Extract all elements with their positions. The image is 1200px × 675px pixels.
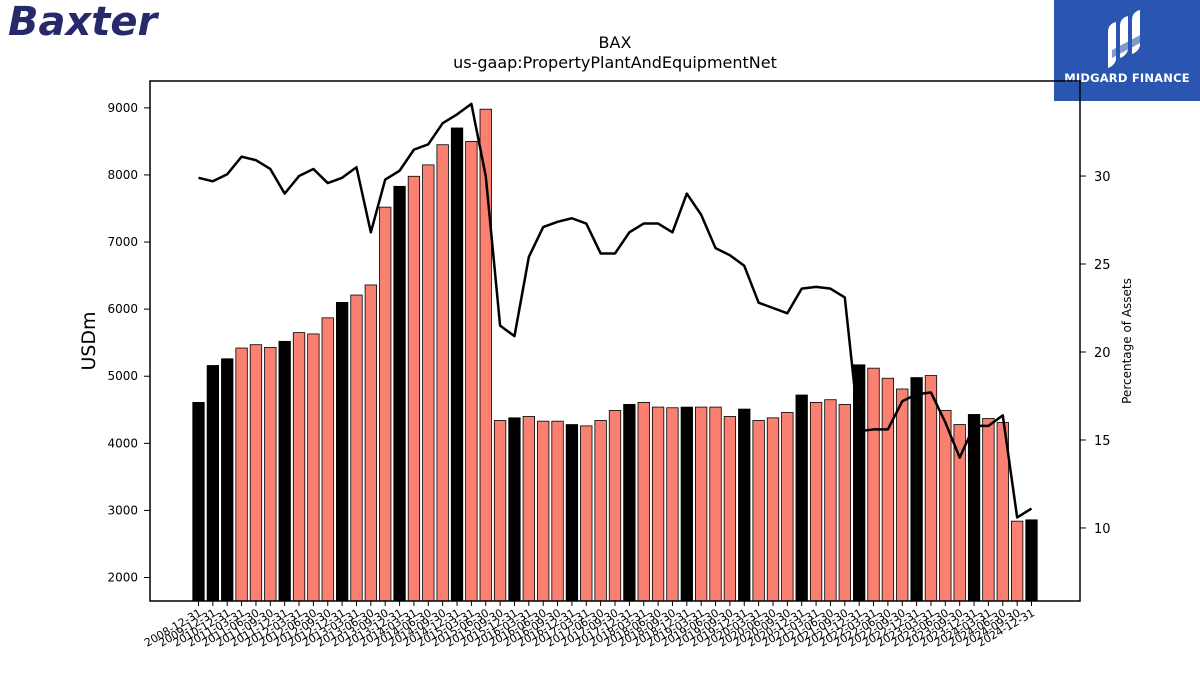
y-tick-label: 3000 [107, 503, 138, 517]
bar-series [192, 108, 1038, 602]
bar-2012-09-30 [321, 317, 334, 602]
bar-2015-03-31 [465, 140, 478, 602]
bar-2020-06-30 [766, 417, 780, 602]
bar-2024-09-30 [1010, 520, 1024, 602]
midgard-finance-logo: MIDGARD FINANCE [1054, 0, 1200, 101]
bar-2023-03-31 [924, 375, 938, 602]
y2-tick-label: 20 [1094, 346, 1111, 361]
y-tick-label: 6000 [107, 302, 138, 316]
bar-2016-06-30 [537, 420, 550, 602]
line-series [198, 102, 1033, 519]
bar-2014-09-30 [436, 144, 449, 602]
bar-2020-03-31 [752, 420, 765, 602]
bar-2024-12-31 [1025, 519, 1038, 602]
bar-2022-12-31 [910, 377, 923, 602]
bar-2011-06-30 [249, 344, 263, 602]
baxter-logo-text: Baxter [8, 0, 160, 45]
bar-2016-03-31 [522, 416, 535, 602]
bar-2020-12-31 [795, 394, 808, 602]
y2-tick-label: 25 [1094, 258, 1111, 273]
bar-2014-06-30 [422, 164, 435, 602]
y-tick-label: 5000 [107, 369, 138, 383]
bar-2012-03-31 [292, 332, 306, 602]
bar-2014-03-31 [407, 175, 421, 602]
bar-2013-06-30 [364, 284, 377, 602]
midgard-logo-text: MIDGARD FINANCE [1064, 71, 1190, 85]
bar-2018-03-31 [637, 401, 650, 602]
bar-2019-03-31 [695, 406, 708, 602]
bar-2019-09-30 [723, 416, 737, 602]
bar-2010-12-31 [221, 358, 234, 602]
bar-2009-12-31 [206, 365, 220, 602]
y-tick-label: 9000 [107, 101, 138, 115]
bar-2022-06-30 [881, 377, 895, 602]
y2-axis-label: Percentage of Assets [1120, 278, 1134, 404]
bar-2018-06-30 [651, 406, 665, 602]
bar-2012-06-30 [307, 333, 320, 602]
bar-2016-12-31 [565, 424, 579, 602]
y-tick-label: 8000 [107, 168, 138, 182]
bar-2011-12-31 [278, 340, 291, 602]
bar-2021-09-30 [838, 404, 851, 602]
bar-2016-09-30 [551, 420, 564, 602]
bar-2017-03-31 [580, 425, 593, 602]
bar-2011-09-30 [264, 346, 277, 602]
y-axis-ticks: 2000 3000 4000 5000 6000 7000 8000 9000 [107, 101, 150, 585]
x-axis-ticks: 2008-12-312009-12-312010-12-312011-03-31… [142, 601, 1037, 650]
y2-tick-label: 30 [1094, 170, 1111, 185]
bar-2021-06-30 [824, 399, 837, 602]
plot-frame [149, 80, 1081, 602]
y-tick-label: 7000 [107, 235, 138, 249]
midgard-mark-icon [1108, 10, 1146, 68]
bar-2020-09-30 [781, 412, 794, 602]
y-tick-label: 4000 [107, 436, 138, 450]
bar-2019-12-31 [738, 408, 751, 602]
bar-2012-12-31 [335, 302, 349, 602]
bar-2017-09-30 [608, 410, 622, 602]
y2-axis-ticks: 10 15 20 25 30 [1080, 170, 1111, 537]
y2-tick-label: 15 [1094, 434, 1111, 449]
y-axis-label: USDm [78, 311, 100, 370]
bar-2018-12-31 [680, 406, 693, 602]
bar-2017-06-30 [594, 420, 607, 602]
y2-tick-label: 10 [1094, 522, 1111, 537]
bar-2013-09-30 [379, 206, 392, 602]
bar-2024-03-31 [982, 418, 995, 602]
percentage-line [198, 102, 1033, 519]
bar-2021-03-31 [809, 401, 823, 602]
bar-2015-12-31 [508, 417, 521, 602]
baxter-logo: Baxter [6, 0, 206, 46]
bar-2013-03-31 [350, 294, 363, 602]
bar-2011-03-31 [235, 347, 248, 602]
bar-2014-12-31 [450, 127, 464, 602]
y-tick-label: 2000 [107, 571, 138, 585]
bar-2015-09-30 [493, 420, 507, 602]
bar-2023-06-30 [939, 410, 952, 602]
bar-2018-09-30 [666, 407, 679, 602]
bar-2023-12-31 [967, 414, 981, 602]
bar-2022-09-30 [896, 388, 909, 602]
bar-2013-12-31 [393, 185, 406, 602]
bar-2022-03-31 [867, 367, 880, 602]
bar-2008-12-31 [192, 401, 205, 602]
chart-title: BAX [599, 33, 632, 52]
chart-subtitle: us-gaap:PropertyPlantAndEquipmentNet [453, 53, 777, 72]
baxter-logo-mark: Baxter [8, 0, 160, 45]
bar-2017-12-31 [623, 404, 636, 602]
bar-2019-06-30 [709, 406, 722, 602]
